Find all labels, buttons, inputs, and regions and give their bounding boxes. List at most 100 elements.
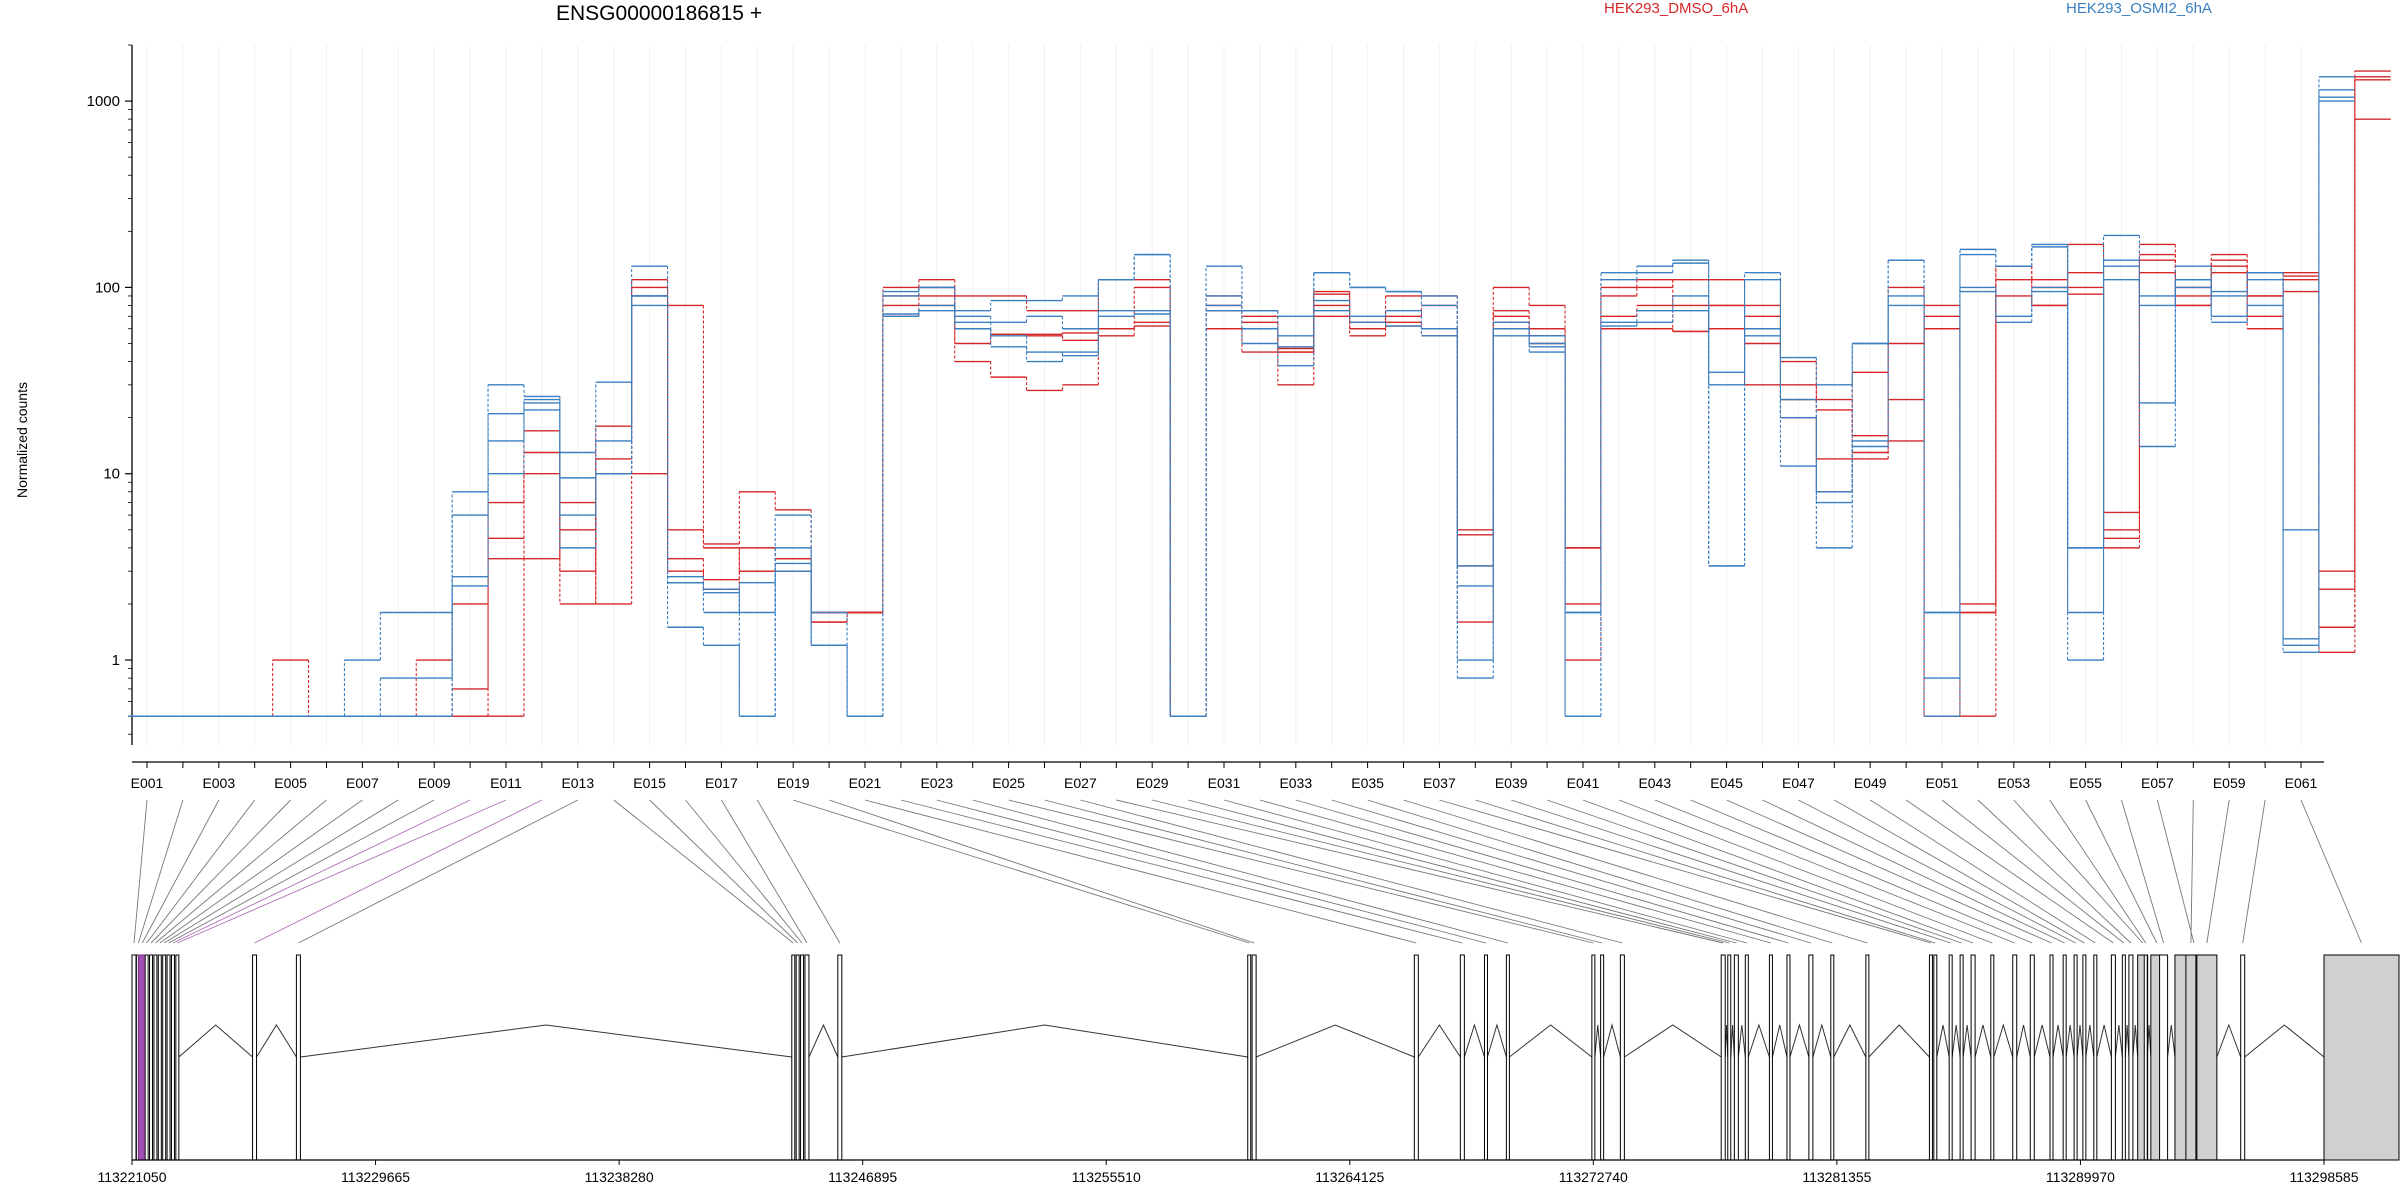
- intron: [1486, 1023, 1507, 1058]
- exon-box: [175, 954, 180, 1161]
- intron: [1789, 1023, 1810, 1058]
- exon-connector: [1116, 799, 1724, 944]
- x-tick-label: E001: [131, 775, 164, 791]
- exon-connector: [2085, 799, 2158, 944]
- x-tick-label: E047: [1782, 775, 1815, 791]
- exon-connector: [2190, 799, 2194, 944]
- exon-connector: [2206, 799, 2230, 944]
- exon-connector: [2156, 799, 2195, 944]
- exon-box: [2110, 954, 2116, 1161]
- exon-box: [162, 954, 167, 1161]
- exon-connector: [168, 799, 435, 944]
- y-tick-label: 1: [112, 652, 120, 669]
- intron: [808, 1023, 839, 1058]
- exon-connector: [163, 799, 399, 944]
- x-tick-label: E027: [1064, 775, 1097, 791]
- intron: [1993, 1023, 2014, 1058]
- exon-connector: [1834, 799, 2085, 944]
- exon-box: [2185, 954, 2197, 1161]
- exon-connector: [1977, 799, 2132, 944]
- exon-connector: [1187, 799, 1737, 944]
- intron: [178, 1024, 253, 1058]
- intron: [2016, 1024, 2031, 1058]
- intron: [2167, 1024, 2176, 1058]
- exon-connector: [1546, 799, 1962, 944]
- exon-connector: [1223, 799, 1747, 944]
- intron: [1594, 1024, 1602, 1058]
- intron: [1737, 1024, 1746, 1058]
- exon-box: [1744, 954, 1749, 1161]
- exon-box: [252, 954, 258, 1161]
- intron: [1730, 1024, 1735, 1058]
- intron: [1812, 1023, 1832, 1058]
- exon-box: [804, 954, 810, 1161]
- exon-connector: [298, 799, 579, 944]
- exon-connector: [2300, 799, 2362, 944]
- exon-connector: [172, 799, 471, 944]
- exon-connector: [1367, 799, 1833, 944]
- genomic-tick-label: 113298585: [2289, 1169, 2358, 1185]
- x-tick-label: E007: [346, 775, 379, 791]
- intron: [2065, 1024, 2075, 1058]
- intron: [2114, 1024, 2123, 1058]
- y-tick-label: 1000: [87, 93, 120, 110]
- x-tick-label: E017: [705, 775, 738, 791]
- exon-connector: [150, 799, 291, 944]
- genomic-tick-label: 113281355: [1802, 1169, 1871, 1185]
- intron: [1747, 1023, 1770, 1058]
- x-tick-label: E059: [2213, 775, 2246, 791]
- exon-box: [153, 954, 158, 1161]
- exon-box: [2093, 954, 2098, 1161]
- exon-connector: [133, 799, 148, 944]
- x-tick-label: E057: [2141, 775, 2174, 791]
- exon-connector: [1941, 799, 2125, 944]
- intron: [2132, 1024, 2139, 1058]
- exon-connector: [1905, 799, 2114, 944]
- exon-connector: [613, 799, 794, 944]
- exon-box: [2049, 954, 2054, 1161]
- x-tick-label: E023: [920, 775, 953, 791]
- exon-connector: [2242, 799, 2266, 944]
- intron: [256, 1024, 297, 1058]
- exon-box: [800, 954, 805, 1161]
- exon-box: [1483, 954, 1488, 1161]
- exon-box: [157, 954, 162, 1161]
- exon-connector: [793, 799, 1250, 944]
- x-tick-label: E015: [633, 775, 666, 791]
- exon-connector: [1869, 799, 2096, 944]
- legend-entry-dmso: HEK293_DMSO_6hA: [1604, 0, 1749, 17]
- x-tick-label: E051: [1926, 775, 1959, 791]
- exon-box: [2143, 954, 2148, 1161]
- x-tick-label: E029: [1136, 775, 1169, 791]
- exon-box: [2073, 954, 2078, 1161]
- x-tick-label: E005: [274, 775, 307, 791]
- intron: [1962, 1024, 1972, 1058]
- exon-connector: [2049, 799, 2147, 944]
- exon-box: [1959, 954, 1964, 1161]
- x-tick-label: E045: [1710, 775, 1743, 791]
- exon-box: [1830, 954, 1835, 1161]
- exon-connector: [1403, 799, 1868, 944]
- genomic-tick-label: 113238280: [585, 1169, 654, 1185]
- x-tick-label: E053: [1997, 775, 2030, 791]
- exon-box: [1591, 954, 1596, 1161]
- x-tick-label: E019: [777, 775, 810, 791]
- exon-connector: [177, 799, 507, 944]
- exon-box: [131, 954, 137, 1161]
- x-tick-label: E049: [1854, 775, 1887, 791]
- intron: [300, 1024, 792, 1058]
- exon-connector: [1295, 799, 1789, 944]
- x-tick-label: E021: [849, 775, 882, 791]
- intron: [841, 1024, 1248, 1058]
- exon-box: [295, 954, 301, 1161]
- exon-connector: [1726, 799, 2052, 944]
- exon-connector: [1080, 799, 1623, 944]
- exon-connector: [137, 799, 184, 944]
- exon-box: [149, 954, 154, 1161]
- exon-box: [837, 954, 843, 1161]
- intron: [1951, 1024, 1961, 1058]
- exon-box: [1600, 954, 1605, 1161]
- exon-box: [791, 954, 796, 1161]
- exon-connector: [828, 799, 1255, 944]
